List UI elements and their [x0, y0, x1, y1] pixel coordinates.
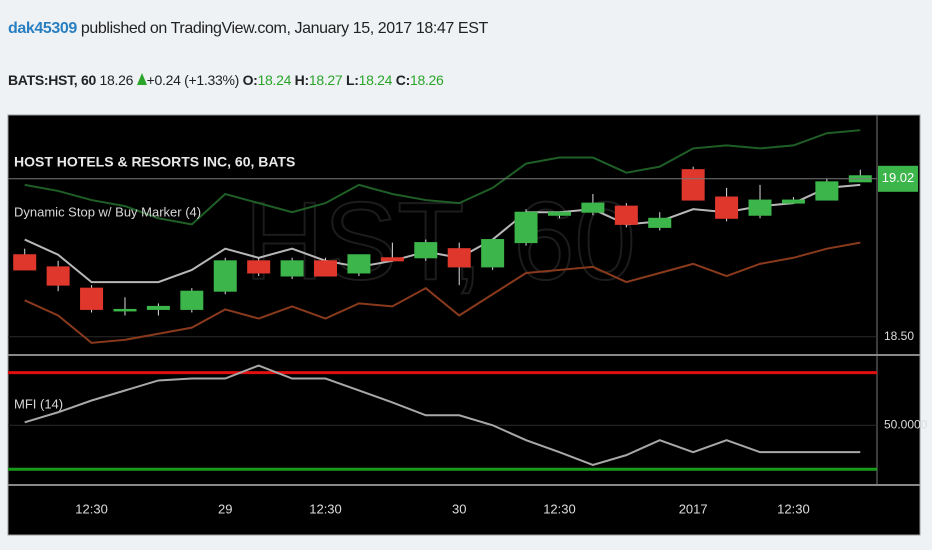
- last-price-box: [878, 165, 918, 192]
- x-tick-label: 12:30: [75, 501, 108, 516]
- o-label: O:: [242, 72, 258, 88]
- o-value: 18.24: [257, 72, 292, 88]
- y-tick-label: 18.50: [884, 329, 914, 343]
- user-link[interactable]: dak45309: [8, 20, 77, 37]
- c-value: 18.26: [409, 72, 444, 88]
- candle-body: [648, 217, 672, 228]
- l-label: L:: [346, 72, 359, 88]
- c-label: C:: [395, 72, 410, 88]
- change: +0.24 (+1.33%): [146, 72, 240, 88]
- header: dak45309 published on TradingView.com, J…: [8, 0, 928, 108]
- indicator-title: MFI (14): [14, 396, 63, 411]
- x-tick-label: 30: [452, 501, 466, 516]
- candle-body: [146, 305, 170, 310]
- mfi-line: [24, 364, 861, 467]
- publish-line: dak45309 published on TradingView.com, J…: [8, 20, 488, 38]
- candle-body: [614, 205, 638, 225]
- candle-body: [347, 254, 371, 274]
- candle-body: [46, 266, 70, 286]
- candle-body: [213, 260, 237, 292]
- h-value: 18.27: [308, 72, 343, 88]
- chart-title: HOST HOTELS & RESORTS INC, 60, BATS: [14, 154, 295, 170]
- x-tick-label: 12:30: [777, 501, 810, 516]
- candle-body: [314, 260, 338, 277]
- candle-body: [715, 196, 739, 219]
- x-tick-label: 29: [218, 501, 232, 516]
- y-tick-label: 50.0000: [884, 417, 928, 431]
- candle-body: [180, 290, 204, 310]
- x-tick-label: 12:30: [543, 501, 576, 516]
- x-tick-label: 12:30: [309, 501, 342, 516]
- candle-body: [748, 199, 772, 216]
- chart-frame: [7, 114, 921, 536]
- candle-body: [380, 257, 404, 262]
- l-value: 18.24: [358, 72, 393, 88]
- indicator-line: [24, 241, 861, 344]
- candle-body: [113, 308, 137, 312]
- last-price-label: 19.02: [882, 170, 915, 185]
- candle-body: [581, 202, 605, 213]
- up-arrow: [136, 73, 147, 85]
- candle-body: [481, 239, 505, 268]
- candle-body: [80, 287, 104, 310]
- symbol: BATS:HST, 60: [8, 72, 96, 88]
- candle-body: [781, 199, 805, 204]
- indicator-line: [24, 129, 861, 226]
- h-label: H:: [294, 72, 309, 88]
- candle-body: [547, 211, 571, 216]
- publish-info: published on TradingView.com, January 15…: [80, 20, 488, 37]
- candle-body: [681, 169, 705, 201]
- candle-body: [247, 260, 271, 274]
- candle-body: [447, 248, 471, 268]
- x-tick-label: 2017: [679, 501, 708, 516]
- candle-body: [815, 181, 839, 201]
- indicator-title: Dynamic Stop w/ Buy Marker (4): [14, 204, 201, 219]
- watermark: HST, 60: [244, 180, 635, 303]
- candle-body: [13, 254, 37, 271]
- candle-body: [280, 260, 304, 277]
- last: 18.26: [99, 72, 134, 88]
- candle-body: [514, 211, 538, 244]
- quote-line: BATS:HST, 60 18.26 +0.24 (+1.33%) O:18.2…: [8, 72, 444, 88]
- candle-body: [414, 242, 438, 259]
